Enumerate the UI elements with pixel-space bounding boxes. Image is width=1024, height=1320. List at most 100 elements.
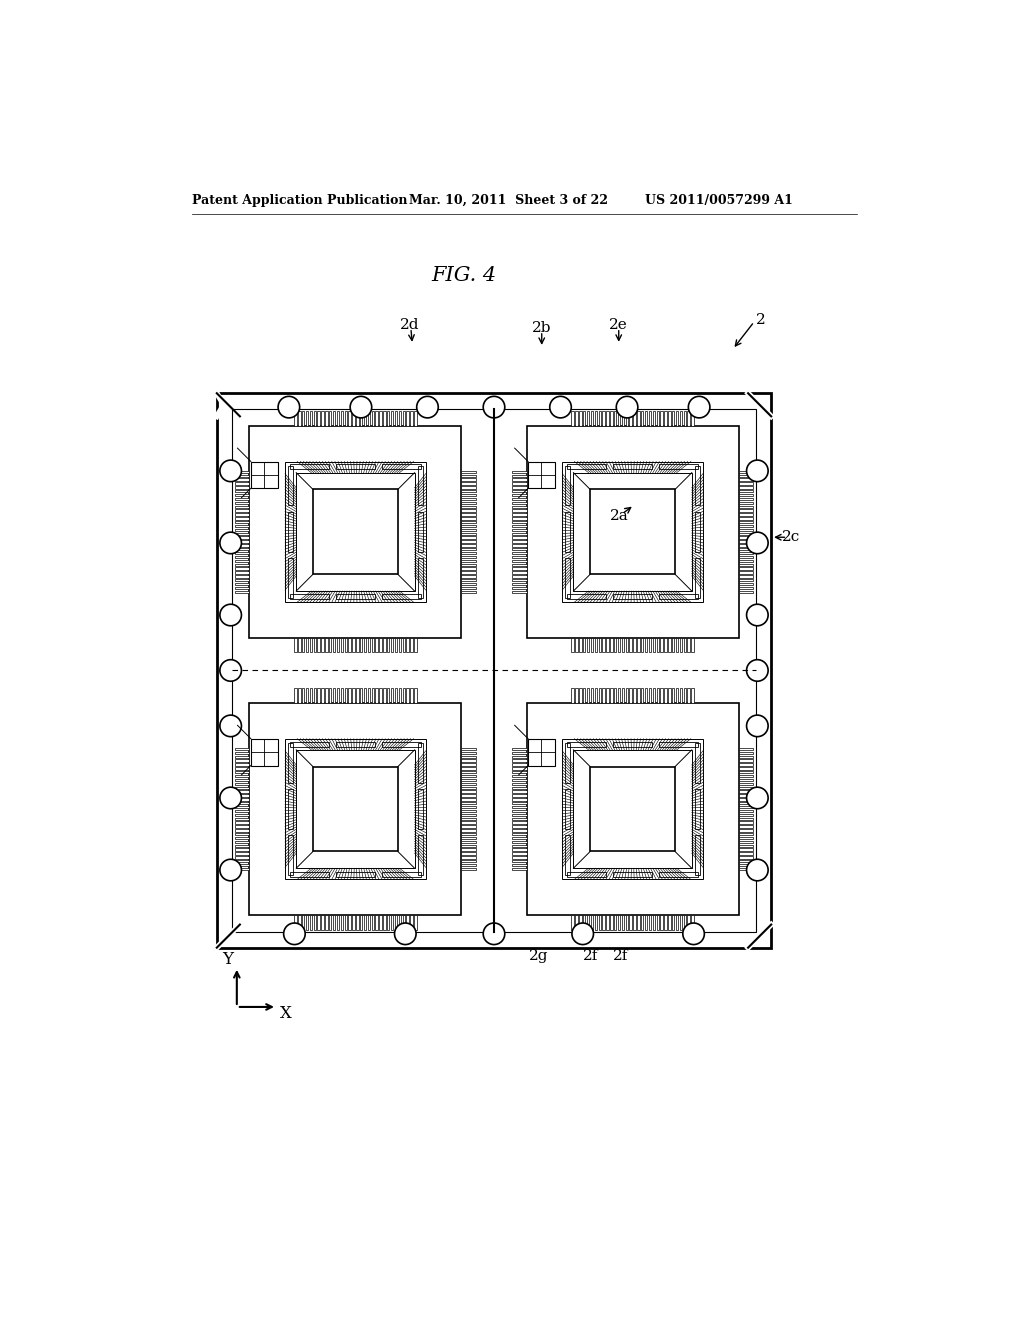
- Circle shape: [483, 396, 505, 418]
- Bar: [234, 513, 249, 516]
- Bar: [512, 867, 526, 870]
- Bar: [376, 412, 378, 426]
- Bar: [512, 540, 526, 543]
- Bar: [411, 915, 413, 929]
- Bar: [234, 813, 249, 816]
- Bar: [306, 915, 308, 929]
- Bar: [738, 825, 754, 828]
- Circle shape: [417, 396, 438, 418]
- Bar: [414, 689, 417, 704]
- Bar: [617, 412, 621, 426]
- Bar: [591, 638, 593, 652]
- Bar: [580, 915, 582, 929]
- Bar: [360, 689, 362, 704]
- Text: FIG. 4: FIG. 4: [431, 265, 496, 285]
- Bar: [372, 638, 374, 652]
- Text: 2c: 2c: [782, 531, 801, 544]
- Bar: [344, 915, 347, 929]
- Circle shape: [220, 660, 242, 681]
- Bar: [234, 587, 249, 589]
- Bar: [306, 412, 308, 426]
- Bar: [512, 498, 526, 500]
- Bar: [660, 689, 663, 704]
- Bar: [336, 594, 375, 599]
- Bar: [738, 817, 754, 820]
- Bar: [234, 775, 249, 777]
- Bar: [512, 576, 526, 578]
- Bar: [372, 915, 374, 929]
- Bar: [738, 767, 754, 770]
- Text: 2: 2: [756, 313, 765, 327]
- Bar: [234, 548, 249, 550]
- Bar: [234, 795, 249, 797]
- Bar: [462, 752, 476, 754]
- Bar: [512, 564, 526, 566]
- Bar: [217, 393, 771, 948]
- Bar: [633, 915, 636, 929]
- Bar: [290, 594, 329, 599]
- Circle shape: [279, 396, 300, 418]
- Bar: [641, 915, 643, 929]
- Circle shape: [550, 396, 571, 418]
- Bar: [738, 583, 754, 585]
- Bar: [738, 475, 754, 477]
- Bar: [368, 638, 370, 652]
- Bar: [575, 638, 578, 652]
- Bar: [512, 583, 526, 585]
- Circle shape: [220, 787, 242, 809]
- Bar: [738, 521, 754, 523]
- Bar: [234, 849, 249, 851]
- Bar: [610, 915, 612, 929]
- Bar: [738, 590, 754, 593]
- Bar: [344, 689, 347, 704]
- Bar: [348, 915, 351, 929]
- Bar: [512, 521, 526, 523]
- Bar: [738, 795, 754, 797]
- Bar: [462, 560, 476, 562]
- Bar: [630, 689, 632, 704]
- Bar: [571, 638, 573, 652]
- Bar: [462, 540, 476, 543]
- Bar: [341, 689, 343, 704]
- Bar: [573, 750, 692, 869]
- Bar: [610, 412, 612, 426]
- Bar: [336, 742, 375, 747]
- Bar: [322, 412, 324, 426]
- Bar: [462, 821, 476, 824]
- Bar: [462, 779, 476, 781]
- Bar: [583, 689, 586, 704]
- Bar: [512, 478, 526, 480]
- Bar: [364, 689, 367, 704]
- Bar: [462, 482, 476, 484]
- Bar: [294, 689, 297, 704]
- Bar: [591, 412, 593, 426]
- Bar: [614, 689, 616, 704]
- Bar: [356, 915, 358, 929]
- Circle shape: [616, 396, 638, 418]
- Bar: [302, 412, 304, 426]
- Bar: [738, 867, 754, 870]
- Bar: [660, 638, 663, 652]
- Bar: [587, 412, 589, 426]
- Bar: [376, 689, 378, 704]
- Bar: [637, 915, 640, 929]
- Bar: [372, 412, 374, 426]
- Bar: [617, 689, 621, 704]
- Bar: [512, 572, 526, 574]
- Bar: [407, 689, 409, 704]
- Bar: [234, 510, 249, 512]
- Bar: [288, 743, 293, 783]
- Bar: [341, 638, 343, 652]
- Bar: [738, 752, 754, 754]
- Bar: [575, 689, 578, 704]
- Circle shape: [746, 715, 768, 737]
- Bar: [738, 552, 754, 554]
- Bar: [234, 833, 249, 836]
- Bar: [660, 915, 663, 929]
- Bar: [462, 767, 476, 770]
- Bar: [512, 783, 526, 785]
- Bar: [309, 689, 312, 704]
- Bar: [738, 799, 754, 800]
- Bar: [695, 836, 700, 875]
- Bar: [383, 915, 386, 929]
